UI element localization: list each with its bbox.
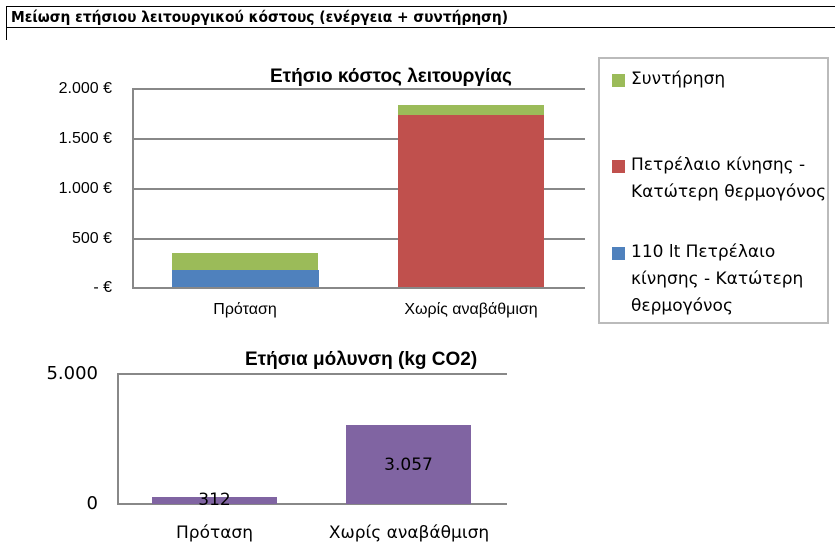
bar-noupgrade-oil: [398, 115, 544, 287]
y-tick: 2.000 €: [58, 80, 112, 97]
data-label: 3.057: [384, 455, 433, 475]
legend-item-maintenance: Συντήρηση: [612, 66, 831, 93]
data-label: 312: [198, 490, 231, 510]
x-axis: [117, 503, 507, 505]
x-axis: [132, 287, 585, 289]
y-tick: 1.500 €: [58, 130, 112, 147]
cell-border: [6, 28, 7, 40]
x-label: Χωρίς αναβάθμιση: [328, 523, 490, 543]
bar-proposal-maintenance: [172, 253, 318, 271]
gridline: [132, 88, 585, 90]
y-tick: 5.000: [46, 363, 98, 384]
y-axis: [117, 373, 119, 505]
legend-item-oil-proposal: 110 lt Πετρέλαιο κίνησης - Κατώτερη θερμ…: [612, 239, 831, 320]
y-axis: [132, 88, 134, 289]
bar-proposal-oil: [172, 270, 319, 287]
x-label: Πρόταση: [176, 523, 253, 543]
gridline: [132, 188, 585, 190]
legend-label: 110 lt Πετρέλαιο κίνησης - Κατώτερη θερμ…: [631, 242, 804, 316]
y-tick: 500 €: [71, 230, 112, 247]
gridline: [132, 138, 585, 140]
gridline: [132, 238, 585, 240]
bar-proposal-co2: [152, 497, 277, 504]
legend-swatch: [612, 247, 625, 260]
x-label: Πρόταση: [213, 301, 277, 318]
bar-noupgrade-co2: [346, 425, 471, 504]
legend-item-oil-no-upgrade: Πετρέλαιο κίνησης - Κατώτερη θερμογόνος: [612, 152, 831, 206]
legend-swatch: [612, 74, 625, 87]
x-label: Χωρίς αναβάθμιση: [404, 301, 538, 318]
bar-noupgrade-maintenance: [398, 105, 544, 116]
cost-chart-title: Ετήσιο κόστος λειτουργίας: [270, 66, 512, 87]
sheet-header: Μείωση ετήσιου λειτουργικού κόστους (ενέ…: [6, 6, 835, 28]
y-tick: - €: [93, 279, 112, 296]
y-tick: 0: [86, 493, 98, 514]
legend-swatch: [612, 160, 625, 173]
cost-chart-legend: Συντήρηση Πετρέλαιο κίνησης - Κατώτερη θ…: [598, 57, 829, 324]
sheet-title: Μείωση ετήσιου λειτουργικού κόστους (ενέ…: [11, 8, 509, 26]
legend-label: Συντήρηση: [631, 69, 726, 89]
gridline: [117, 373, 507, 375]
y-tick: 1.000 €: [58, 180, 112, 197]
co2-chart-title: Ετήσια μόλυνση (kg CO2): [245, 349, 478, 370]
legend-label: Πετρέλαιο κίνησης - Κατώτερη θερμογόνος: [631, 155, 827, 202]
